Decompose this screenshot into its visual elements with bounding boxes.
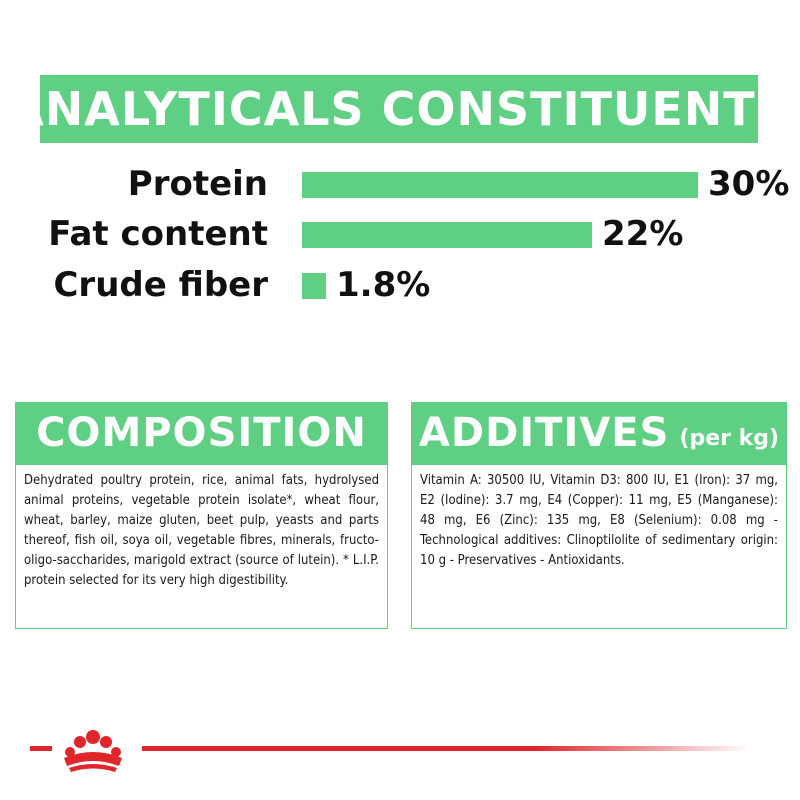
analytical-title: ANALYTICALS CONSTITUENTS (8, 82, 790, 136)
analytic-value: 1.8% (336, 265, 431, 305)
royal-canin-crown-icon (52, 722, 142, 777)
composition-text: Dehydrated poultry protein, rice, animal… (15, 464, 388, 629)
additives-header: ADDITIVES (per kg) (411, 402, 787, 464)
analytic-row-fat: Fat content 22% (0, 214, 800, 254)
analytical-banner: ANALYTICALS CONSTITUENTS (8, 75, 789, 143)
analytic-row-protein: Protein 30% (0, 164, 800, 204)
analytic-value: 30% (708, 164, 790, 204)
footer-divider (30, 746, 750, 751)
analytic-label: Crude fiber (53, 265, 268, 305)
composition-header: COMPOSITION (15, 402, 388, 464)
analytic-label: Fat content (48, 214, 268, 254)
analytic-bar (302, 273, 326, 299)
composition-title: COMPOSITION (36, 410, 367, 456)
additives-title: ADDITIVES (418, 410, 670, 456)
crown-icon (64, 730, 122, 772)
analytic-row-fiber: Crude fiber 1.8% (0, 265, 800, 305)
additives-unit: (per kg) (679, 425, 780, 451)
analytic-bar (302, 222, 592, 248)
analytic-value: 22% (602, 214, 684, 254)
additives-text: Vitamin A: 30500 IU, Vitamin D3: 800 IU,… (411, 464, 787, 629)
analytic-label: Protein (127, 164, 268, 204)
analytic-bar (302, 172, 698, 198)
